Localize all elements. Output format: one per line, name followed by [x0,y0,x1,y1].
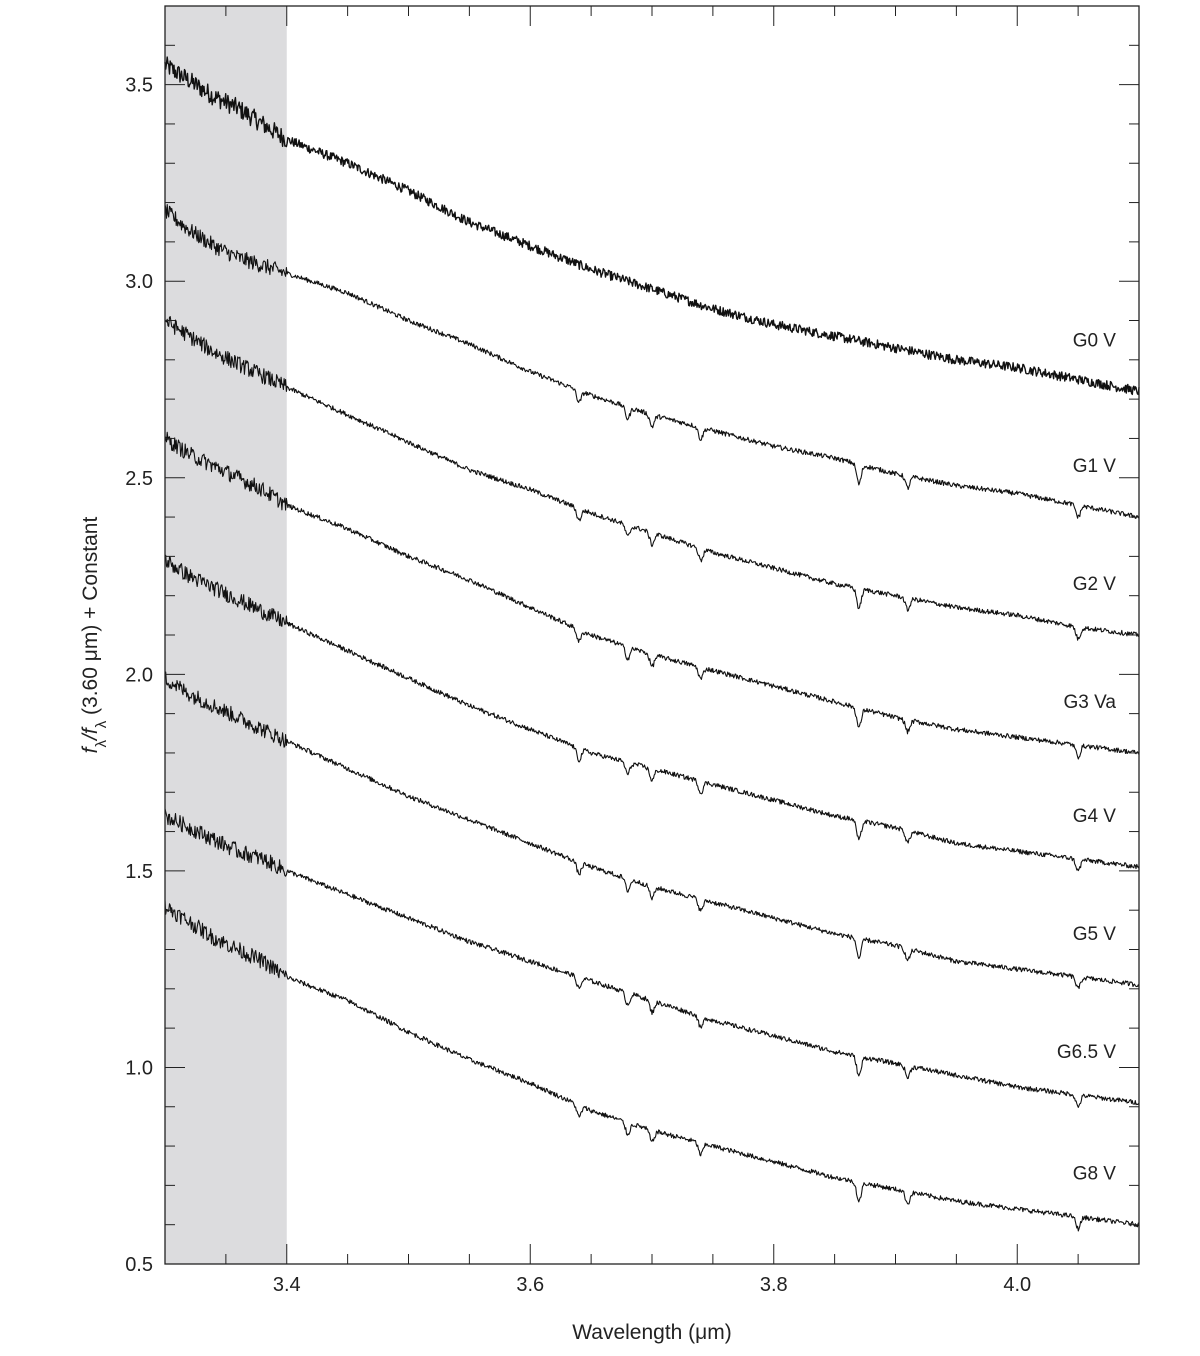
series-line [164,900,1140,1232]
shaded-region [165,6,287,1264]
series-line [164,671,1140,990]
y-tick-label: 2.0 [125,664,153,686]
series-label: G6.5 V [1057,1042,1116,1063]
x-tick-label: 4.0 [1003,1274,1031,1296]
y-tick-label: 1.5 [125,861,153,883]
y-axis-title-part: /f [79,726,102,742]
x-axis-title: Wavelength (μm) [572,1321,732,1344]
series-label: G2 V [1073,574,1117,595]
ticks-layer: 3.4 3.6 3.8 4.0 0.5 1.0 1.5 2.0 2.5 3.0 3.5 [125,5,1140,1296]
y-tick-label: 2.5 [125,468,153,490]
y-tick-label: 0.5 [125,1254,153,1276]
series-line [164,431,1140,760]
series-line [164,808,1140,1108]
series-label: G0 V [1073,330,1117,351]
series-layer [164,56,1140,1232]
series-line [164,56,1140,396]
y-axis-title-part: λ [93,720,110,728]
series-label: G1 V [1073,456,1117,477]
y-axis-title-part: λ [93,739,110,747]
series-labels: G0 V G1 V G2 V G3 Va G4 V G5 V G6.5 V G8 V [1057,330,1117,1184]
y-axis-title: fλ/fλ (3.60 μm) + Constant [79,517,110,754]
series-label: G3 Va [1064,692,1117,713]
plot-frame [164,5,1140,1265]
x-tick-label: 3.6 [516,1274,544,1296]
y-axis-title-part: f [79,745,102,753]
series-line [164,204,1140,519]
x-tick-label: 3.8 [760,1274,788,1296]
y-axis-title-part: (3.60 μm) + Constant [79,517,102,721]
y-tick-label: 3.5 [125,75,153,97]
y-tick-label: 3.0 [125,271,153,293]
series-label: G8 V [1073,1164,1117,1185]
series-label: G5 V [1073,924,1117,945]
series-line [164,316,1140,641]
y-tick-label: 1.0 [125,1057,153,1079]
x-tick-label: 3.4 [273,1274,301,1296]
series-label: G4 V [1073,806,1117,827]
series-line [164,554,1140,872]
